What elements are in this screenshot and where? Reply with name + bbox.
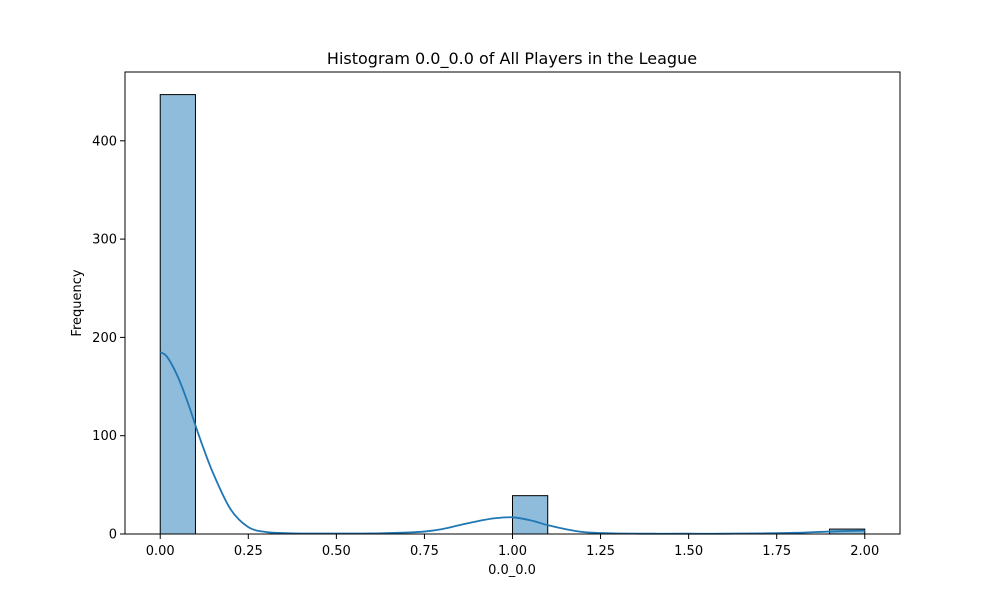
x-tick-label-2: 0.50 (322, 544, 351, 559)
x-axis: 0.00 0.25 0.50 0.75 1.00 1.25 1.50 1.75 2.00 (146, 534, 879, 559)
histogram-bar-1 (512, 495, 549, 535)
plot-frame (124, 71, 901, 535)
histogram-bars (159, 94, 866, 535)
y-axis-label: Frequency (70, 269, 85, 336)
x-tick-label-4: 1.00 (498, 544, 527, 559)
x-tick-label-0: 0.00 (146, 544, 175, 559)
histogram-bar-0 (159, 94, 196, 535)
x-tick-label-6: 1.50 (674, 544, 703, 559)
y-tick-label-3: 300 (92, 233, 117, 248)
x-axis-label: 0.0_0.0 (488, 563, 536, 578)
y-tick-label-4: 400 (92, 134, 117, 149)
x-tick-label-1: 0.25 (234, 544, 263, 559)
y-tick-label-1: 100 (92, 429, 117, 444)
x-tick-label-5: 1.25 (586, 544, 615, 559)
y-axis: 0 100 200 300 400 (92, 134, 125, 543)
y-tick-label-0: 0 (109, 528, 117, 543)
x-tick-label-7: 1.75 (762, 544, 791, 559)
x-tick-label-8: 2.00 (850, 544, 879, 559)
chart-title: Histogram 0.0_0.0 of All Players in the … (327, 49, 697, 69)
y-tick-label-2: 200 (92, 331, 117, 346)
x-tick-label-3: 0.75 (410, 544, 439, 559)
